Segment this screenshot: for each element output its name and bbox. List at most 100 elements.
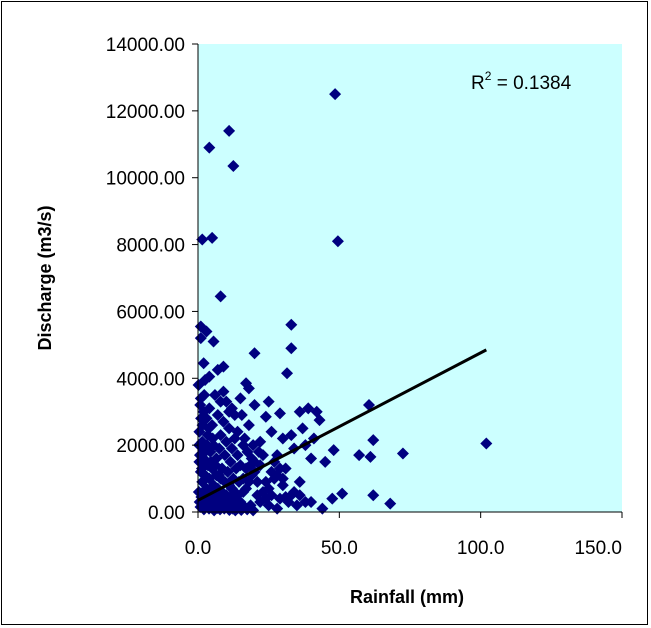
x-tick-label-2: 100.0 bbox=[457, 538, 505, 559]
data-point-13 bbox=[285, 342, 298, 355]
data-point-176 bbox=[209, 459, 222, 472]
data-point-171 bbox=[198, 389, 211, 401]
data-point-27 bbox=[259, 410, 272, 423]
data-point-25 bbox=[313, 414, 326, 427]
data-point-177 bbox=[212, 469, 225, 482]
data-point-173 bbox=[202, 422, 215, 435]
data-point-182 bbox=[197, 442, 210, 455]
data-point-36 bbox=[326, 492, 339, 505]
data-point-205 bbox=[223, 405, 236, 418]
y-tick-label-7: 14000.00 bbox=[106, 35, 185, 56]
y-tick-label-6: 12000.00 bbox=[106, 102, 185, 123]
data-point-203 bbox=[235, 409, 248, 422]
data-point-212 bbox=[252, 445, 265, 458]
data-point-58 bbox=[296, 422, 309, 435]
data-point-31 bbox=[480, 437, 493, 450]
y-tick-label-3: 6000.00 bbox=[116, 302, 185, 323]
data-point-86 bbox=[217, 415, 230, 428]
data-point-211 bbox=[247, 439, 260, 452]
y-tick-label-0: 0.00 bbox=[148, 503, 185, 524]
data-point-48 bbox=[262, 395, 275, 408]
data-point-168 bbox=[192, 378, 205, 391]
data-point-54 bbox=[305, 452, 318, 465]
y-tick-label-2: 4000.00 bbox=[116, 369, 185, 390]
data-point-175 bbox=[206, 432, 219, 445]
data-point-44 bbox=[234, 392, 247, 405]
data-point-26 bbox=[273, 407, 286, 420]
data-point-185 bbox=[242, 475, 255, 488]
data-point-40 bbox=[316, 502, 329, 515]
data-point-70 bbox=[242, 419, 255, 432]
data-point-169 bbox=[194, 399, 207, 412]
data-point-181 bbox=[195, 462, 208, 475]
y-tick-label-5: 10000.00 bbox=[106, 169, 185, 190]
y-axis-title: Discharge (m3/s) bbox=[35, 205, 55, 350]
data-point-38 bbox=[384, 497, 397, 510]
data-point-6 bbox=[331, 235, 344, 248]
data-point-90 bbox=[228, 432, 241, 445]
data-point-66 bbox=[293, 475, 306, 488]
data-point-81 bbox=[203, 402, 216, 415]
data-point-84 bbox=[211, 409, 224, 422]
data-point-3 bbox=[227, 160, 240, 173]
data-point-61 bbox=[276, 479, 289, 492]
data-point-197 bbox=[276, 472, 289, 485]
data-point-88 bbox=[223, 422, 236, 435]
trendline bbox=[197, 348, 488, 502]
data-point-14 bbox=[248, 347, 261, 360]
data-point-102 bbox=[218, 449, 231, 462]
data-point-91 bbox=[231, 449, 244, 462]
data-point-77 bbox=[254, 495, 267, 508]
data-point-1 bbox=[223, 124, 236, 137]
data-point-55 bbox=[319, 455, 332, 468]
y-tick-label-4: 8000.00 bbox=[116, 236, 185, 257]
data-point-207 bbox=[214, 395, 227, 408]
data-point-21 bbox=[281, 367, 294, 380]
r-squared-superscript: 2 bbox=[485, 69, 492, 83]
data-point-2 bbox=[203, 141, 216, 154]
data-point-201 bbox=[293, 489, 306, 502]
data-point-29 bbox=[367, 434, 380, 447]
data-point-8 bbox=[285, 318, 298, 331]
r-squared-prefix: R bbox=[471, 73, 485, 94]
data-point-49 bbox=[265, 425, 278, 438]
data-point-206 bbox=[217, 385, 230, 398]
data-point-4 bbox=[196, 233, 209, 246]
r-squared-value: = 0.1384 bbox=[491, 73, 571, 94]
data-point-32 bbox=[396, 447, 409, 460]
data-point-35 bbox=[336, 487, 349, 500]
x-tick-label-1: 50.0 bbox=[321, 538, 358, 559]
data-point-89 bbox=[225, 442, 238, 455]
data-point-100 bbox=[213, 442, 226, 455]
data-point-7 bbox=[214, 290, 227, 303]
y-tick-label-1: 2000.00 bbox=[116, 436, 185, 457]
data-point-10 bbox=[200, 325, 213, 338]
data-point-68 bbox=[251, 475, 264, 488]
x-tick-label-0: 0.0 bbox=[185, 538, 211, 559]
data-point-209 bbox=[241, 445, 254, 458]
r-squared-annotation: R2 = 0.1384 bbox=[471, 69, 572, 94]
data-point-210 bbox=[244, 459, 257, 472]
axes: 0.00 2000.00 4000.00 6000.00 8000.00 10000.00… bbox=[106, 35, 623, 559]
data-point-198 bbox=[279, 462, 292, 475]
data-point-15 bbox=[197, 357, 210, 370]
data-point-43 bbox=[242, 382, 255, 395]
data-point-37 bbox=[367, 489, 380, 502]
data-point-199 bbox=[282, 495, 295, 508]
data-point-0 bbox=[329, 88, 342, 101]
data-point-30 bbox=[364, 450, 377, 463]
x-axis-title: Rainfall (mm) bbox=[350, 587, 464, 607]
data-point-188 bbox=[251, 489, 264, 502]
data-point-34 bbox=[327, 444, 340, 457]
data-point-202 bbox=[299, 495, 312, 508]
data-point-33 bbox=[353, 449, 366, 462]
data-point-106 bbox=[230, 462, 243, 475]
data-point-51 bbox=[285, 429, 298, 442]
data-point-17 bbox=[211, 363, 224, 376]
data-point-56 bbox=[254, 435, 267, 448]
data-point-5 bbox=[206, 231, 219, 244]
x-tick-label-3: 150.0 bbox=[574, 538, 622, 559]
data-point-137 bbox=[237, 485, 250, 498]
